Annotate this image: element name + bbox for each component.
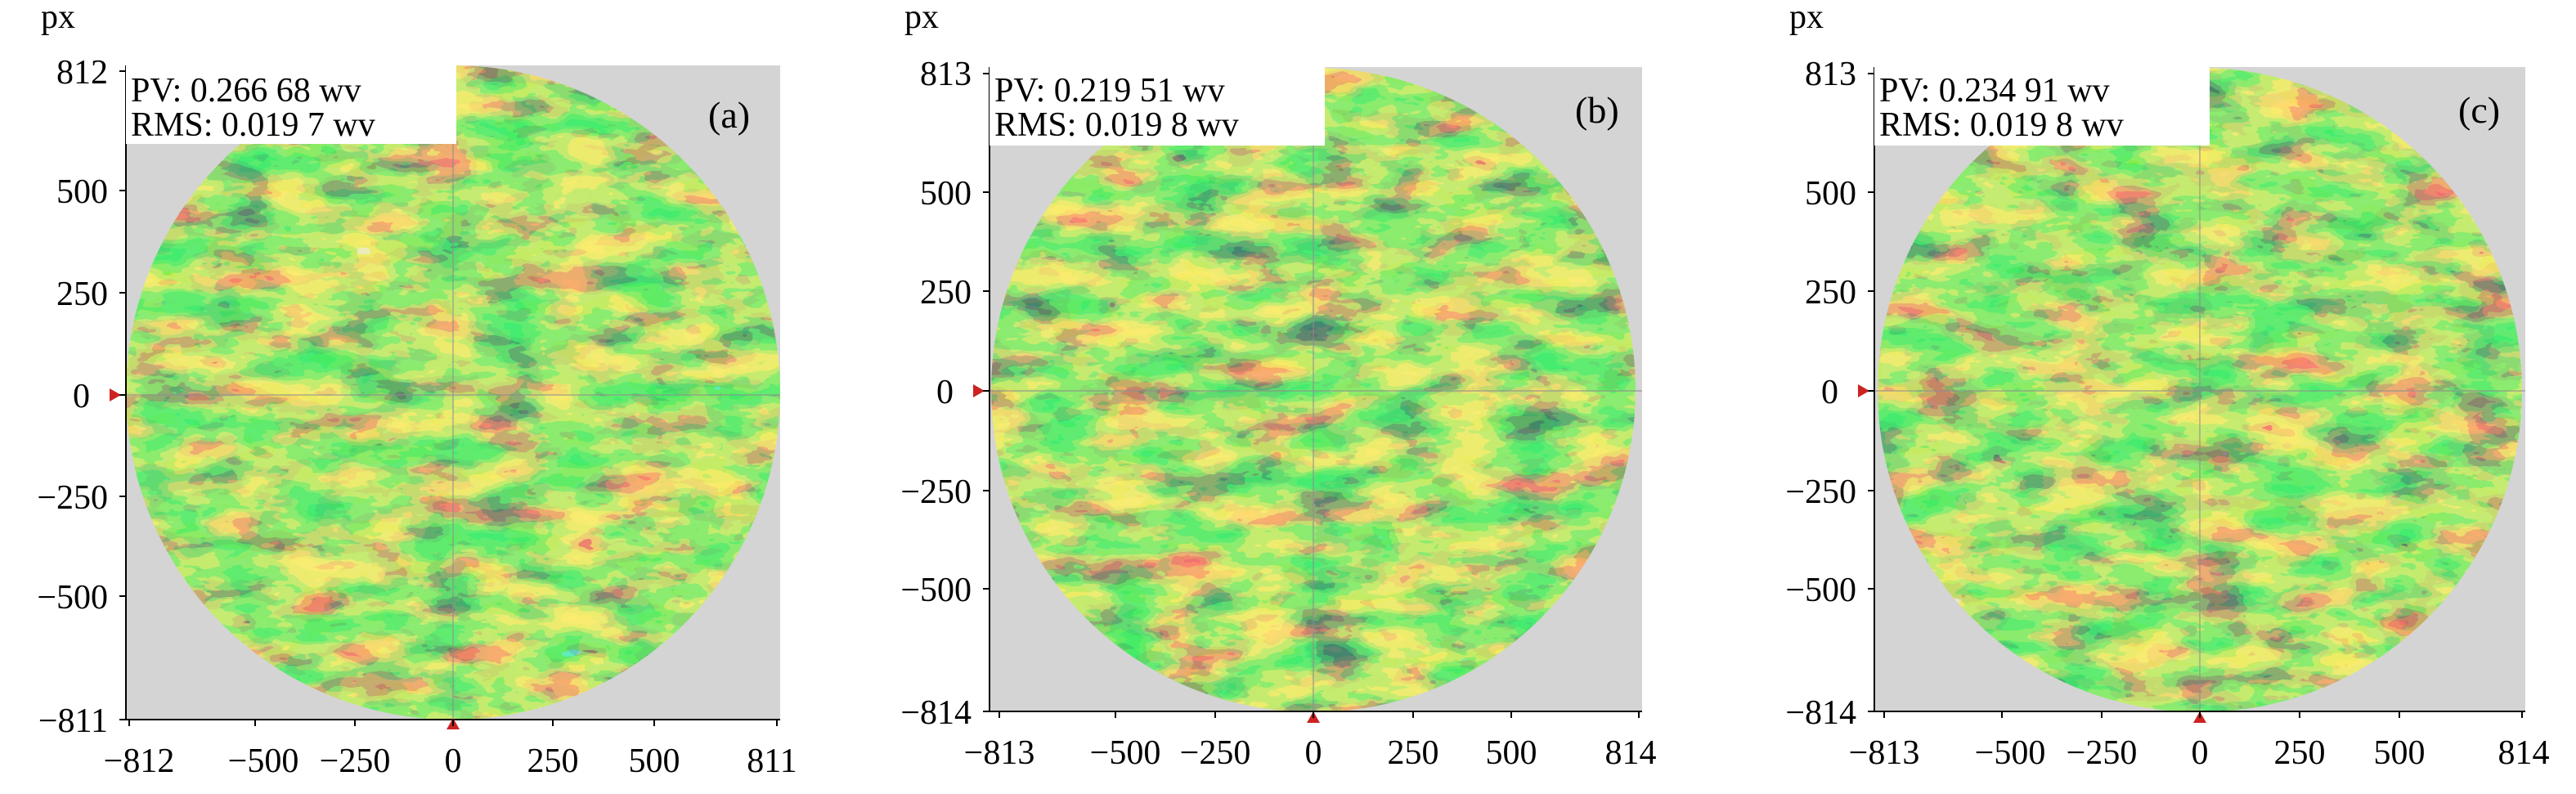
x-tick-a-0: −812 [104,742,175,780]
y-tick-c-4: −250 [1785,473,1856,511]
y-marker-icon-b [973,384,985,397]
stats-box-c [1874,67,2210,146]
y-tick-a-2: 250 [56,276,108,313]
x-tick-b-2: −250 [1180,734,1251,772]
y-tick-b-5: −500 [900,572,972,609]
x-tick-a-5: 500 [629,742,680,780]
x-tick-b-4: 250 [1388,734,1439,772]
x-tick-a-3: 0 [445,742,462,780]
y-unit-label-c: px [1789,0,1824,36]
y-tick-c-3: 0 [1821,374,1838,411]
x-tick-b-1: −500 [1090,734,1161,772]
y-tick-a-5: −500 [37,579,108,617]
stats-box-a [126,65,456,144]
x-tick-c-2: −250 [2067,734,2138,772]
y-tick-c-1: 500 [1805,175,1856,213]
x-tick-c-1: −500 [1975,734,2046,772]
panel-label-a: (a) [708,94,750,136]
x-tick-c-4: 250 [2274,734,2326,772]
panel-label-c: (c) [2458,89,2500,131]
x-tick-b-3: 0 [1305,734,1322,772]
y-tick-b-0: 813 [920,56,972,93]
y-tick-a-1: 500 [56,173,108,211]
y-tick-a-0: 812 [56,54,108,92]
y-tick-b-4: −250 [900,473,972,511]
panel-c: PV: 0.234 91 wv RMS: 0.019 8 wv (c) px 8… [1785,0,2549,772]
y-tick-c-2: 250 [1805,274,1856,312]
y-marker-icon-c [1858,384,1869,397]
y-tick-c-6: −814 [1785,694,1856,732]
x-tick-b-6: 814 [1605,734,1657,772]
panel-label-b: (b) [1575,89,1619,131]
x-tick-b-0: −813 [964,734,1035,772]
panel-b: PV: 0.219 51 wv RMS: 0.019 8 wv (b) px 8… [900,0,1656,772]
y-tick-a-3: 0 [73,378,90,415]
y-marker-icon-a [110,388,121,401]
y-tick-a-4: −250 [37,479,108,517]
pv-label-c: PV: 0.234 91 wv [1879,72,2110,110]
panel-a: PV: 0.266 68 wv RMS: 0.019 7 wv (a) px 8… [37,0,797,780]
y-tick-c-5: −500 [1785,572,1856,609]
rms-label-c: RMS: 0.019 8 wv [1879,106,2124,144]
y-tick-b-1: 500 [920,175,972,213]
y-tick-c-0: 813 [1805,56,1856,93]
x-tick-c-5: 500 [2374,734,2426,772]
x-tick-b-5: 500 [1486,734,1537,772]
y-unit-label-a: px [41,0,75,36]
pv-label-a: PV: 0.266 68 wv [131,72,361,110]
x-tick-c-6: 814 [2498,734,2550,772]
x-tick-a-2: −250 [320,742,391,780]
y-tick-a-6: −811 [38,702,108,740]
y-tick-b-3: 0 [936,374,954,411]
x-tick-c-3: 0 [2192,734,2209,772]
y-tick-b-6: −814 [900,694,972,732]
y-unit-label-b: px [904,0,939,36]
pv-label-b: PV: 0.219 51 wv [994,72,1225,110]
stats-box-b [990,67,1325,146]
rms-label-a: RMS: 0.019 7 wv [131,106,375,144]
x-tick-a-1: −500 [228,742,299,780]
x-tick-a-6: 811 [747,742,797,780]
x-tick-a-4: 250 [527,742,579,780]
x-tick-c-0: −813 [1849,734,1920,772]
rms-label-b: RMS: 0.019 8 wv [994,106,1239,144]
y-tick-b-2: 250 [920,274,972,312]
